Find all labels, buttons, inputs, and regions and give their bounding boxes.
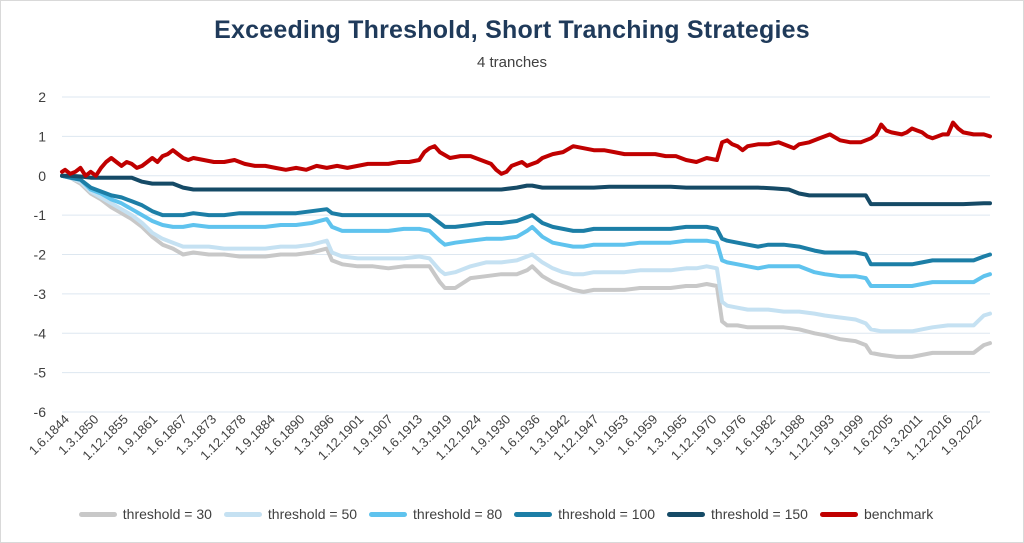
legend-item: threshold = 80 [369, 506, 502, 522]
series-line-threshold-80 [60, 173, 992, 288]
series-line-threshold-50 [60, 173, 992, 334]
chart-subtitle: 4 tranches [476, 54, 548, 71]
y-tick-label: -1 [34, 207, 47, 223]
y-tick-label: 1 [38, 128, 46, 144]
legend-label: threshold = 80 [413, 506, 503, 522]
legend-label: benchmark [863, 506, 934, 522]
legend-item: threshold = 100 [514, 506, 655, 522]
y-tick-label: -4 [34, 325, 47, 341]
legend-swatch [78, 511, 117, 517]
legend-item: threshold = 50 [223, 506, 358, 522]
legend-swatch [223, 511, 262, 517]
legend-label: threshold = 50 [267, 506, 358, 522]
series-line-benchmark [60, 120, 992, 178]
series-line-threshold-100 [60, 173, 992, 267]
y-tick-label: -6 [34, 404, 47, 420]
x-axis-ticks: 1.6.18441.3.18501.12.18551.9.18611.6.186… [26, 412, 984, 464]
series-lines [60, 120, 992, 359]
legend: threshold = 30 threshold = 50 threshold = … [0, 506, 1024, 522]
chart-title: Exceeding Threshold, Short Tranching Str… [214, 16, 810, 44]
series-line-threshold-30 [60, 173, 992, 359]
y-tick-label: -3 [34, 286, 47, 302]
legend-label: threshold = 150 [711, 506, 808, 522]
legend-swatch [514, 511, 553, 517]
legend-label: threshold = 100 [558, 506, 656, 522]
y-tick-label: -2 [34, 247, 47, 263]
legend-item: threshold = 150 [667, 506, 808, 522]
legend-item: threshold = 30 [78, 506, 212, 522]
y-tick-label: -5 [34, 365, 47, 381]
legend-swatch [667, 511, 706, 517]
legend-swatch [369, 511, 408, 517]
y-axis-ticks: 2 1 0 -1 -2 -3 -4 -5 -6 [34, 89, 47, 420]
y-tick-label: 0 [38, 168, 46, 184]
legend-label: threshold = 30 [122, 506, 212, 522]
y-tick-label: 2 [38, 89, 46, 105]
legend-item: benchmark [819, 506, 934, 522]
legend-swatch [819, 511, 858, 517]
series-line-threshold-150 [60, 173, 992, 207]
